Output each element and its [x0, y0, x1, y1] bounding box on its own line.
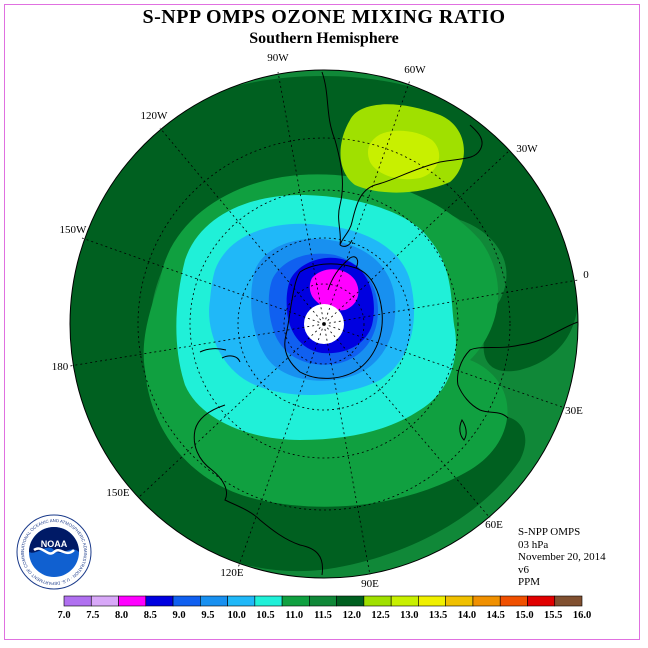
colorbar-tick-label: 12.5	[371, 610, 389, 621]
lon-label-120e: 120E	[220, 567, 244, 579]
lon-label-30e: 30E	[565, 405, 583, 417]
colorbar-swatch	[172, 595, 201, 607]
colorbar-swatch	[200, 595, 228, 607]
colorbar-tick-label: 13.0	[400, 610, 418, 621]
colorbar-tick-label: 8.5	[144, 610, 157, 621]
lon-label-90e: 90E	[361, 578, 379, 590]
map-title: S-NPP OMPS OZONE MIXING RATIO	[142, 6, 506, 28]
graticule	[69, 71, 579, 576]
colorbar-tick-label: 7.5	[86, 610, 99, 621]
colorbar-tick-label: 14.0	[458, 610, 476, 621]
colorbar-tick-labels: 7.0 7.5 8.0 8.5 9.0 9.5 10.0 10.5 11.0 11.5 12.0 12…	[57, 610, 591, 621]
colorbar-swatch	[254, 595, 283, 607]
info-block: S-NPP OMPS 03 hPa November 20, 2014 v6 P…	[518, 526, 606, 589]
colorbar-tick-label: 9.5	[201, 610, 214, 621]
colorbar-swatch	[90, 595, 119, 607]
colorbar-swatch	[418, 595, 446, 607]
colorbar-swatch	[281, 595, 310, 607]
colorbar-tick-label: 10.0	[227, 610, 245, 621]
lon-label-180: 180	[52, 361, 69, 373]
lon-label-150w: 150W	[60, 224, 88, 236]
colorbar-swatches	[63, 595, 583, 607]
colorbar-swatch	[227, 595, 256, 607]
info-version: v6	[518, 563, 529, 576]
colorbar-tick-label: 13.5	[429, 610, 447, 621]
colorbar-tick-label: 9.0	[173, 610, 186, 621]
antarctic-peninsula	[327, 256, 359, 291]
colorbar-swatch	[309, 595, 337, 607]
australia-coast	[193, 404, 324, 576]
yellow-green-core	[367, 130, 440, 180]
noaa-logo-name: NOAA	[41, 539, 68, 549]
lon-label-0: 0	[583, 269, 589, 281]
colorbar-swatch	[390, 595, 419, 607]
lon-label-60e: 60E	[485, 519, 503, 531]
lon-label-90w: 90W	[267, 52, 289, 64]
colorbar-swatch	[499, 595, 528, 607]
africa-coast	[457, 321, 579, 419]
colorbar-tick-label: 11.5	[314, 610, 332, 621]
colorbar-tick-label: 8.0	[115, 610, 128, 621]
longitude-labels: 90W 60W 30W 0 30E 60E 90E 120E 150E 180 …	[52, 52, 590, 590]
colorbar-swatch	[445, 595, 474, 607]
colorbar-tick-label: 7.0	[57, 610, 70, 621]
south-america-coast	[321, 71, 483, 247]
colorbar-tick-label: 16.0	[573, 610, 591, 621]
colorbar-swatch	[527, 595, 556, 607]
colorbar-swatch	[118, 595, 147, 607]
colorbar-tick-label: 10.5	[256, 610, 274, 621]
noaa-logo: NOAA NATIONAL OCEANIC AND ATMOSPHERIC AD…	[16, 514, 92, 590]
colorbar-swatch	[336, 595, 365, 607]
colorbar-tick-label: 11.0	[285, 610, 303, 621]
colorbar-tick-label: 15.5	[544, 610, 562, 621]
info-units: PPM	[518, 576, 541, 588]
lon-label-30w: 30W	[516, 143, 538, 155]
info-date: November 20, 2014	[518, 551, 606, 563]
colorbar-swatch	[63, 595, 92, 607]
lon-label-150e: 150E	[106, 487, 130, 499]
new-zealand-coast	[199, 348, 241, 363]
lon-label-120w: 120W	[141, 110, 169, 122]
magenta-maximum	[309, 269, 359, 311]
info-instrument: S-NPP OMPS	[518, 526, 581, 538]
antarctica-coast	[284, 263, 383, 379]
map-border	[69, 69, 579, 579]
colorbar-swatch	[145, 595, 174, 607]
info-level: 03 hPa	[518, 538, 549, 551]
coastlines	[193, 71, 579, 576]
colorbar-tick-label: 15.0	[515, 610, 533, 621]
colorbar-swatch	[554, 595, 583, 607]
image-frame	[4, 4, 640, 640]
colorbar-swatch	[472, 595, 501, 607]
colorbar-tick-label: 12.0	[343, 610, 361, 621]
lon-label-60w: 60W	[404, 64, 426, 76]
colorbar-tick-label: 14.5	[486, 610, 504, 621]
colorbar-swatch	[363, 595, 392, 607]
map-subtitle: Southern Hemisphere	[249, 30, 399, 47]
madagascar-coast	[459, 419, 467, 441]
